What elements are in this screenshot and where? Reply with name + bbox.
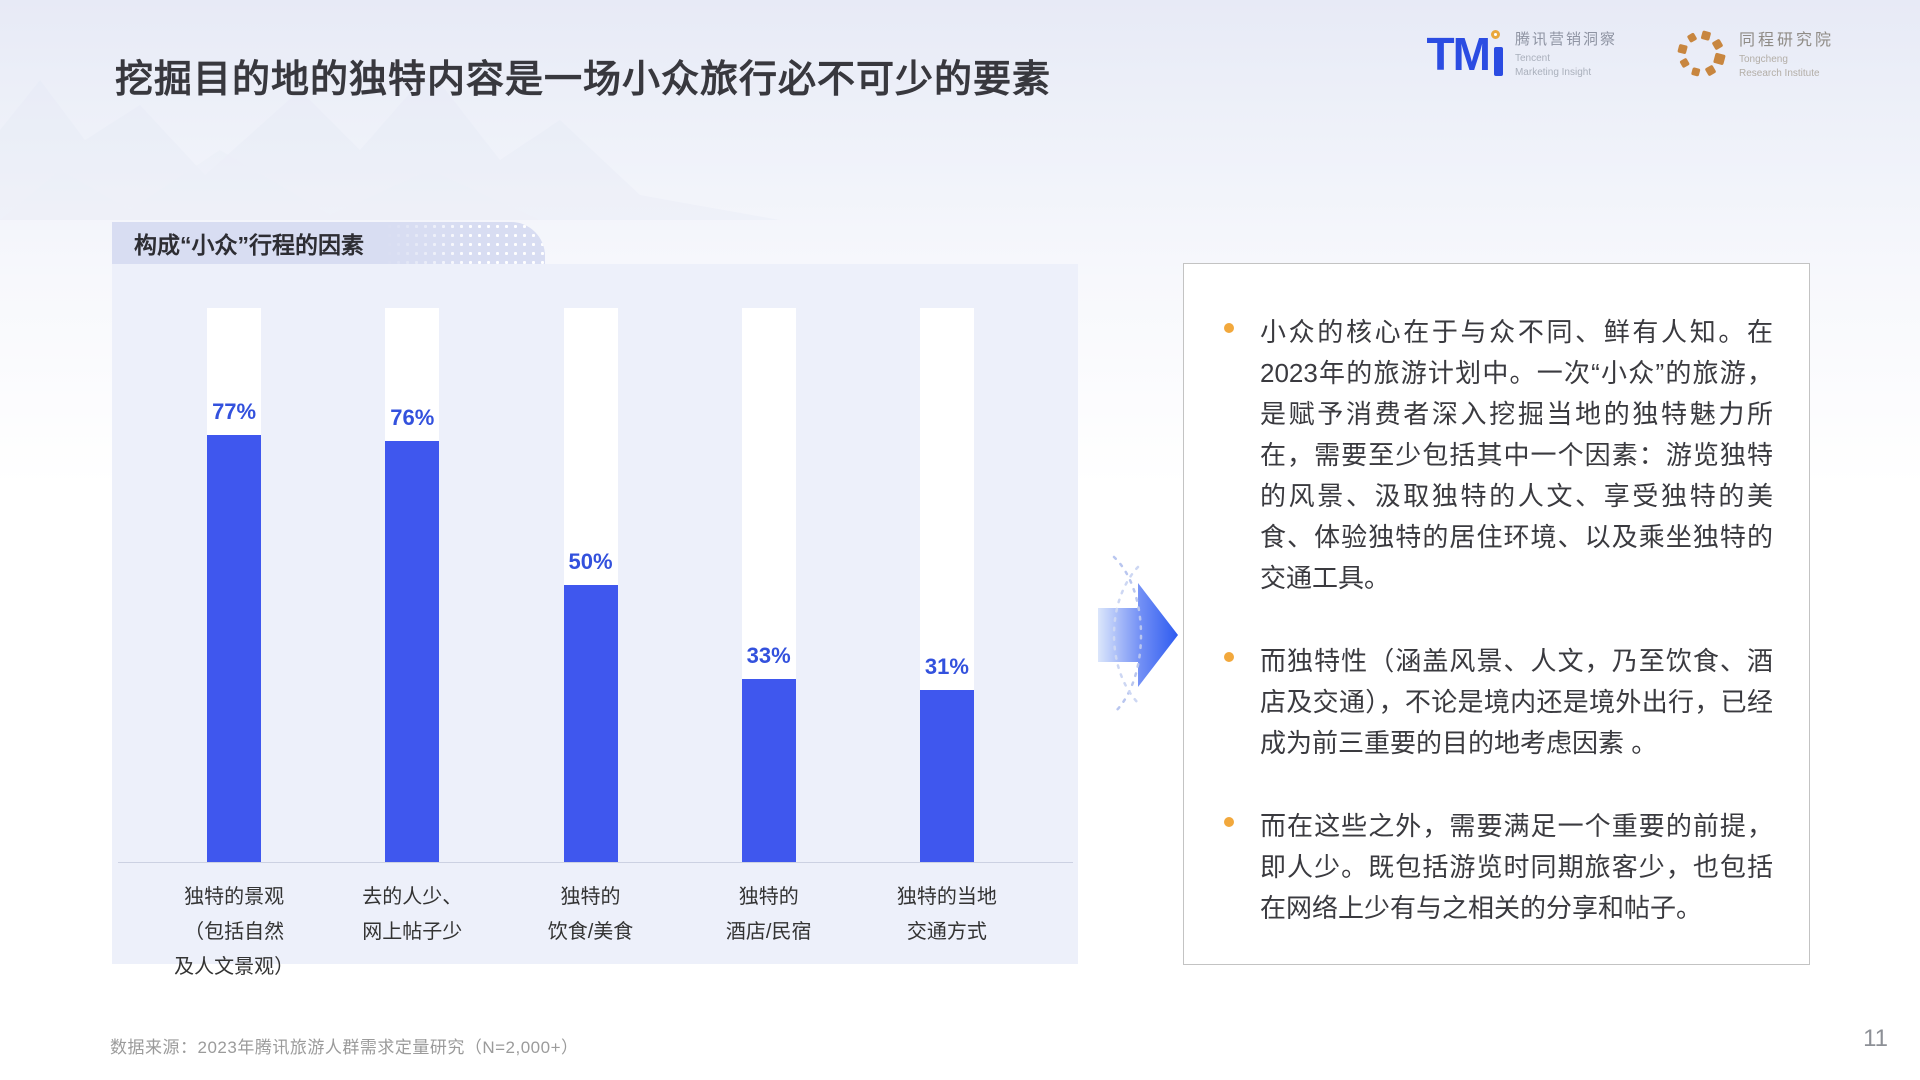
tongcheng-pinwheel-icon — [1677, 30, 1726, 76]
bar-track: 50% — [563, 308, 618, 862]
bar-category-label: 独特的 酒店/民宿 — [725, 886, 812, 943]
chart-title: 构成“小众”行程的因素 — [134, 232, 364, 258]
bullet-ring-icon — [1224, 323, 1234, 333]
bar-fill — [741, 679, 796, 862]
tongcheng-logo-caption: 同程研究院 Tongcheng Research Institute — [1739, 26, 1834, 81]
bar-fill — [919, 690, 974, 862]
bar-value-label: 76% — [390, 404, 435, 430]
tmi-logo: TM 腾讯营销洞察 Tencent Marketing Insight — [1427, 28, 1617, 80]
halftone-dots-decoration — [385, 222, 545, 264]
bar-value-label: 50% — [568, 549, 613, 574]
source-note: 数据来源：2023年腾讯旅游人群需求定量研究（N=2,000+） — [110, 1038, 579, 1057]
insight-item: 而独特性（涵盖风景、人文，乃至饮食、酒店及交通），不论是境内还是境外出行，已经成… — [1224, 641, 1773, 764]
bar-group: 77% 独特的景观 （包括自然 及人文景观） — [145, 308, 323, 978]
page-title: 挖掘目的地的独特内容是一场小众旅行必不可少的要素 — [115, 59, 1052, 101]
chart-header-badge: 构成“小众”行程的因素 — [112, 222, 545, 264]
insight-text: 而在这些之外，需要满足一个重要的前提，即人少。既包括游览时同期旅客少，也包括在网… — [1260, 811, 1773, 923]
insight-list: 小众的核心在于与众不同、鲜有人知。在2023年的旅游计划中。一次“小众”的旅游，… — [1224, 312, 1773, 929]
tmi-logo-caption: 腾讯营销洞察 Tencent Marketing Insight — [1515, 28, 1617, 80]
tmi-logo-mark: TM — [1426, 27, 1503, 80]
bar-group: 31% 独特的当地 交通方式 — [858, 308, 1036, 943]
x-axis-line — [118, 862, 1073, 863]
bar-plot: 77% 独特的景观 （包括自然 及人文景观） 76% 去的人少、 网上帖子少 50% 独特的 饮食… — [112, 308, 1078, 978]
bar-group: 76% 去的人少、 网上帖子少 — [323, 308, 501, 943]
bar-track: 31% — [919, 308, 974, 862]
bullet-ring-icon — [1224, 817, 1234, 827]
tmi-logo-text: TM — [1426, 27, 1491, 80]
tmi-en-name: Tencent Marketing Insight — [1514, 52, 1592, 78]
tmi-gold-dot-icon — [1490, 29, 1500, 39]
bar-track: 77% — [207, 308, 262, 862]
brand-logos: TM 腾讯营销洞察 Tencent Marketing Insight — [1427, 26, 1834, 81]
bullet-ring-icon — [1224, 652, 1234, 662]
bar-fill — [207, 435, 262, 862]
tmi-i-glyph — [1490, 29, 1503, 76]
bar-category-label: 独特的 饮食/美食 — [547, 886, 634, 943]
bar-fill — [563, 585, 618, 862]
bar-category-label: 独特的景观 （包括自然 及人文景观） — [174, 886, 295, 978]
bar-group: 33% 独特的 酒店/民宿 — [680, 308, 858, 943]
tongcheng-en-name: Tongcheng Research Institute — [1738, 54, 1820, 79]
insight-item: 而在这些之外，需要满足一个重要的前提，即人少。既包括游览时同期旅客少，也包括在网… — [1224, 806, 1773, 929]
page-number: 11 — [1863, 1025, 1888, 1052]
insight-text: 小众的核心在于与众不同、鲜有人知。在2023年的旅游计划中。一次“小众”的旅游，… — [1260, 317, 1773, 593]
chart-panel: 77% 独特的景观 （包括自然 及人文景观） 76% 去的人少、 网上帖子少 50% 独特的 饮食… — [112, 264, 1078, 978]
flow-arrow-icon — [1098, 555, 1178, 715]
insight-item: 小众的核心在于与众不同、鲜有人知。在2023年的旅游计划中。一次“小众”的旅游，… — [1224, 312, 1773, 599]
bar-track: 33% — [741, 308, 796, 862]
bar-category-label: 独特的当地 交通方式 — [896, 886, 997, 943]
bar-value-label: 31% — [924, 654, 969, 680]
bar-track: 76% — [385, 308, 440, 862]
insight-panel: 小众的核心在于与众不同、鲜有人知。在2023年的旅游计划中。一次“小众”的旅游，… — [1183, 263, 1810, 965]
tmi-cn-name: 腾讯营销洞察 — [1514, 30, 1617, 48]
bar-value-label: 33% — [746, 643, 791, 669]
bar-fill — [385, 440, 440, 862]
bar-value-label: 77% — [212, 399, 257, 425]
insight-text: 而独特性（涵盖风景、人文，乃至饮食、酒店及交通），不论是境内还是境外出行，已经成… — [1260, 646, 1773, 758]
bar-category-label: 去的人少、 网上帖子少 — [362, 886, 463, 943]
tongcheng-cn-name: 同程研究院 — [1738, 32, 1834, 49]
bar-group: 50% 独特的 饮食/美食 — [501, 308, 679, 943]
mountain-watermark — [0, 70, 780, 220]
tongcheng-logo: 同程研究院 Tongcheng Research Institute — [1675, 26, 1834, 81]
